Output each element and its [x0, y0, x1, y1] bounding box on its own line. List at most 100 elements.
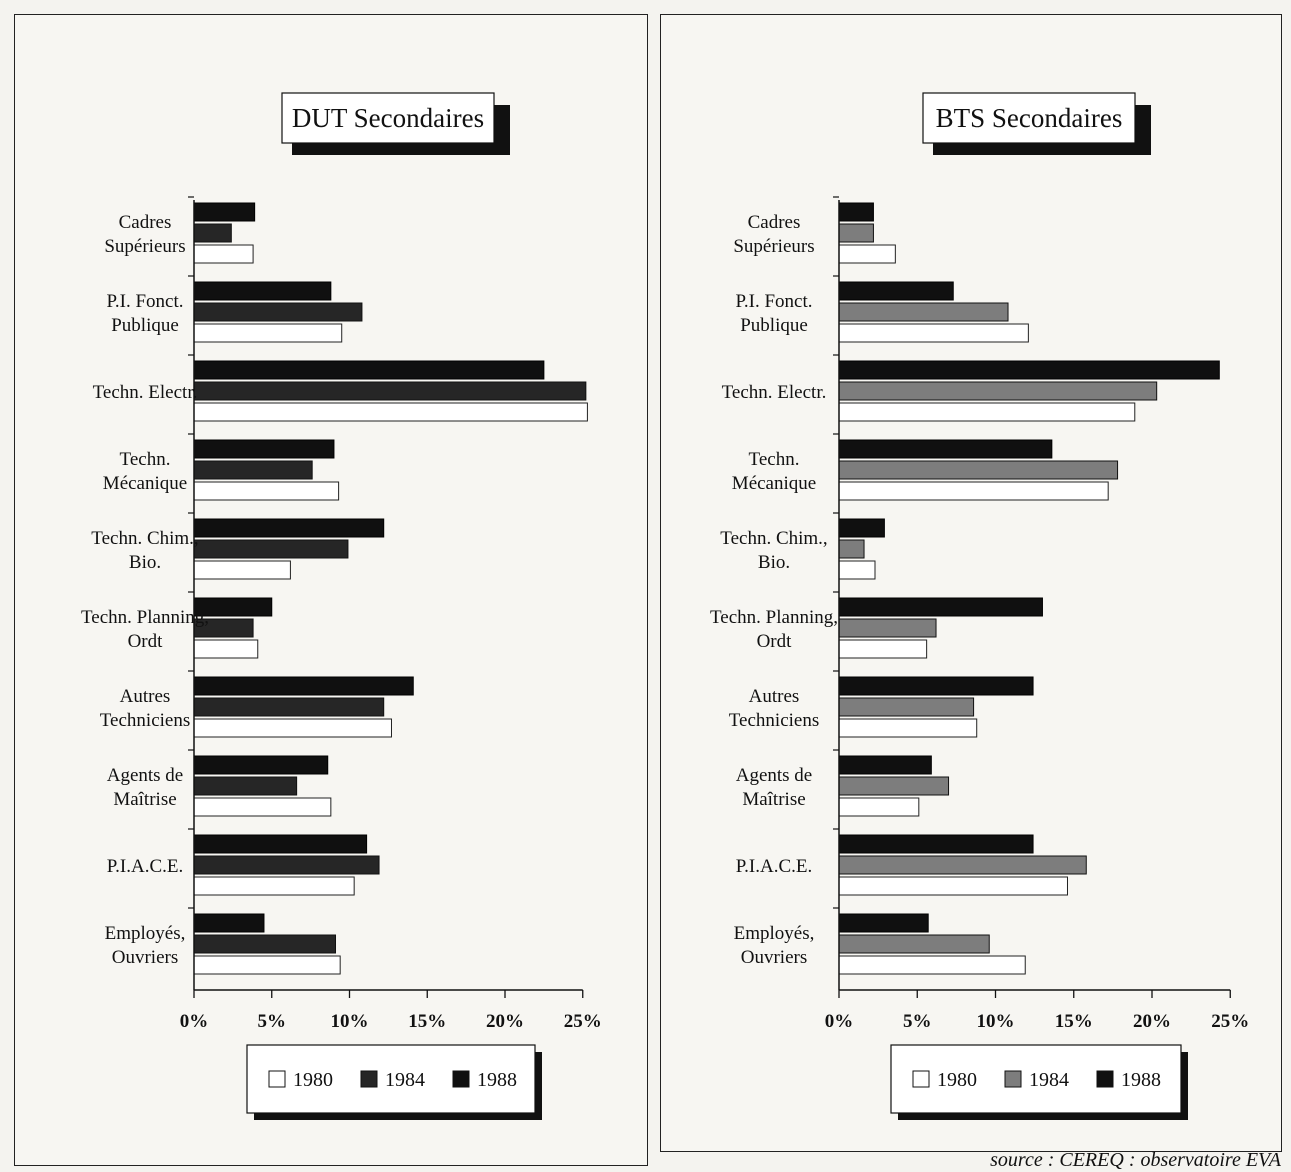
category-label: Agents de [736, 765, 813, 786]
legend-swatch-1984 [1004, 1070, 1022, 1088]
category-label: Employés, [734, 923, 815, 944]
legend-swatch-1980 [912, 1070, 930, 1088]
category-label: Publique [740, 315, 808, 336]
category-label: Ouvriers [741, 947, 807, 968]
legend-swatch-1988 [452, 1070, 470, 1088]
category-label: Maîtrise [742, 789, 805, 810]
legend-label: 1984 [385, 1069, 425, 1091]
dut-bar-1980 [193, 955, 341, 975]
bts-panel: BTS Secondaires Cadres Supérieurs P.I. Fonc… [660, 14, 1282, 1152]
chart-title: DUT Secondaires [292, 103, 484, 133]
category-label: Employés, [105, 923, 186, 944]
bts-bar-1988 [838, 597, 1043, 617]
legend-box [246, 1044, 536, 1114]
dut-bar-1980 [193, 244, 254, 264]
bts-bar-1988 [838, 913, 929, 933]
dut-bar-1984 [193, 460, 313, 480]
category-label: Techniciens [729, 710, 819, 731]
bts-bar-1988 [838, 202, 874, 222]
dut-bar-1988 [193, 439, 335, 459]
category-label: Publique [111, 315, 179, 336]
dut-bar-1980 [193, 876, 355, 896]
x-tick-label: 25% [1211, 1011, 1249, 1032]
dut-bar-1988 [193, 834, 368, 854]
legend-box [890, 1044, 1182, 1114]
bts-bar-1984 [838, 776, 950, 796]
dut-bar-1984 [193, 381, 587, 401]
x-tick-label: 15% [408, 1011, 446, 1032]
category-label: Supérieurs [733, 236, 814, 257]
bts-bar-1980 [838, 718, 978, 738]
dut-bar-1984 [193, 776, 298, 796]
bts-bar-1988 [838, 439, 1053, 459]
dut-bar-1980 [193, 402, 588, 422]
category-label: Ordt [128, 631, 164, 652]
category-label: Mécanique [103, 473, 187, 494]
dut-bar-1988 [193, 913, 265, 933]
bts-bar-1984 [838, 855, 1087, 875]
dut-bar-1980 [193, 639, 259, 659]
legend-label: 1980 [937, 1069, 977, 1091]
title-box [281, 92, 495, 144]
x-tick-label: 0% [825, 1011, 854, 1032]
category-label: Cadres [119, 212, 172, 233]
bts-bar-1984 [838, 539, 865, 559]
category-label: Techn. [749, 449, 800, 470]
category-label: Techn. Planning, [710, 607, 838, 628]
category-label: Ouvriers [112, 947, 178, 968]
category-label: Techn. Electr. [93, 382, 198, 403]
legend-swatch-1988 [1096, 1070, 1114, 1088]
category-label: P.I. Fonct. [106, 291, 183, 312]
category-label: P.I. Fonct. [735, 291, 812, 312]
x-tick-label: 10% [977, 1011, 1015, 1032]
dut-bar-1980 [193, 718, 392, 738]
x-tick-label: 5% [258, 1011, 287, 1032]
category-label: P.I.A.C.E. [107, 856, 184, 877]
bts-bar-1984 [838, 697, 975, 717]
dut-bar-1988 [193, 755, 329, 775]
bts-bar-1988 [838, 281, 954, 301]
legend-label: 1988 [477, 1069, 517, 1091]
x-tick-label: 10% [331, 1011, 369, 1032]
bts-bar-1980 [838, 402, 1136, 422]
bts-bar-1984 [838, 934, 990, 954]
dut-bar-1980 [193, 560, 291, 580]
bts-bar-1984 [838, 460, 1119, 480]
bts-bar-1988 [838, 360, 1220, 380]
category-label: P.I.A.C.E. [736, 856, 813, 877]
bts-bar-1984 [838, 302, 1009, 322]
dut-panel: DUT Secondaires Cadres Supérieurs P.I. Fonc… [14, 14, 648, 1166]
x-tick-label: 20% [486, 1011, 524, 1032]
x-tick-label: 0% [180, 1011, 209, 1032]
dut-bar-1984 [193, 934, 337, 954]
category-label: Techniciens [100, 710, 190, 731]
source-note: source : CEREQ : observatoire EVA [990, 1149, 1281, 1171]
dut-bar-1988 [193, 281, 332, 301]
dut-bar-1984 [193, 855, 380, 875]
dut-bar-1984 [193, 302, 363, 322]
bts-bar-1980 [838, 955, 1026, 975]
bts-bar-1988 [838, 676, 1034, 696]
category-label: Techn. Planning, [81, 607, 209, 628]
title-box [922, 92, 1136, 144]
category-label: Ordt [757, 631, 793, 652]
x-tick-label: 25% [564, 1011, 602, 1032]
bts-bar-1980 [838, 244, 896, 264]
category-label: Mécanique [732, 473, 816, 494]
bts-bar-1984 [838, 223, 874, 243]
category-label: Cadres [748, 212, 801, 233]
dut-bar-1988 [193, 676, 414, 696]
x-tick-label: 15% [1055, 1011, 1093, 1032]
bts-bar-1988 [838, 518, 885, 538]
dut-bar-1980 [193, 797, 332, 817]
bts-bar-1980 [838, 639, 928, 659]
bts-bar-1980 [838, 560, 876, 580]
dut-bar-1984 [193, 223, 232, 243]
bts-bar-1980 [838, 323, 1029, 343]
dut-chart: DUT Secondaires Cadres Supérieurs P.I. Fonc… [81, 92, 602, 1120]
dut-bar-1988 [193, 202, 256, 222]
category-label: Techn. Chim., [91, 528, 198, 549]
x-tick-label: 20% [1133, 1011, 1171, 1032]
bts-bar-1980 [838, 481, 1109, 501]
category-label: Supérieurs [104, 236, 185, 257]
